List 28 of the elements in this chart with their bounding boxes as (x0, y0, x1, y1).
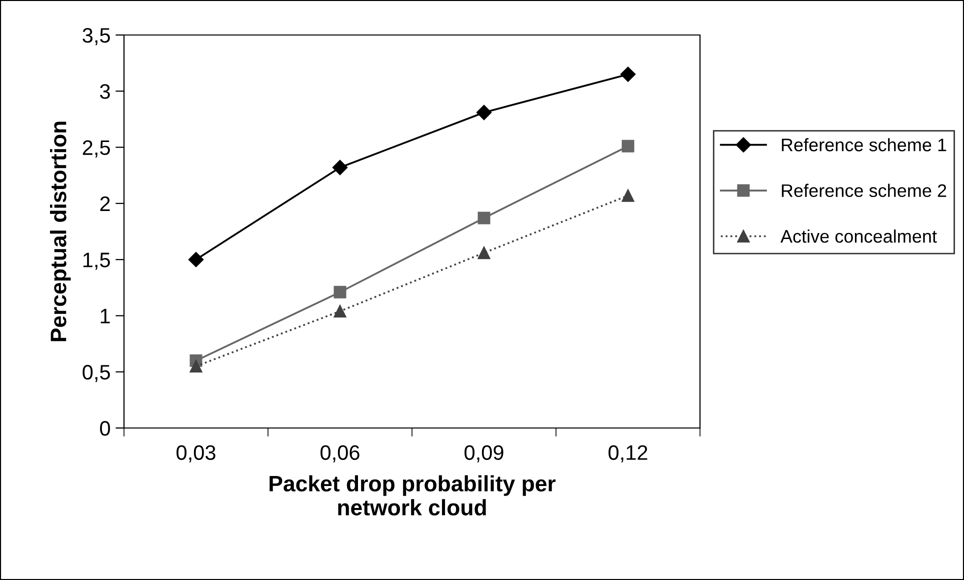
point (476, 104, 492, 120)
x-tick-label: 0,09 (464, 445, 504, 462)
y-tick-label: 1 (100, 308, 110, 324)
point (620, 66, 636, 82)
x-tick-label: 0,06 (320, 445, 360, 462)
x-axis-title: Packet drop probability per network cloud (270, 475, 556, 516)
legend-label: Reference scheme 2 (782, 184, 946, 198)
point (478, 246, 490, 260)
y-tick-label: 2 (100, 196, 110, 211)
y-tick-label: 3,5 (82, 28, 110, 46)
y-tick-label: 1,5 (83, 252, 110, 270)
y-tick-label: 3 (100, 84, 110, 99)
y-tick-label: 2,5 (82, 140, 110, 158)
point (622, 189, 634, 202)
y-axis-title: Perceptual distortion (50, 122, 71, 342)
x-tick-label: 0,03 (176, 445, 216, 462)
y-tick-label: 0,5 (82, 364, 110, 382)
point (188, 252, 204, 268)
point (478, 212, 490, 224)
legend-label: Active concealment (780, 230, 937, 243)
point (334, 304, 346, 318)
point (332, 160, 348, 176)
point (190, 360, 202, 372)
x-tick-label: 0,12 (608, 445, 648, 462)
legend-label: Reference scheme 1 (782, 138, 946, 152)
point (622, 140, 634, 152)
y-tick-label: 0 (100, 421, 110, 436)
point (334, 286, 346, 298)
